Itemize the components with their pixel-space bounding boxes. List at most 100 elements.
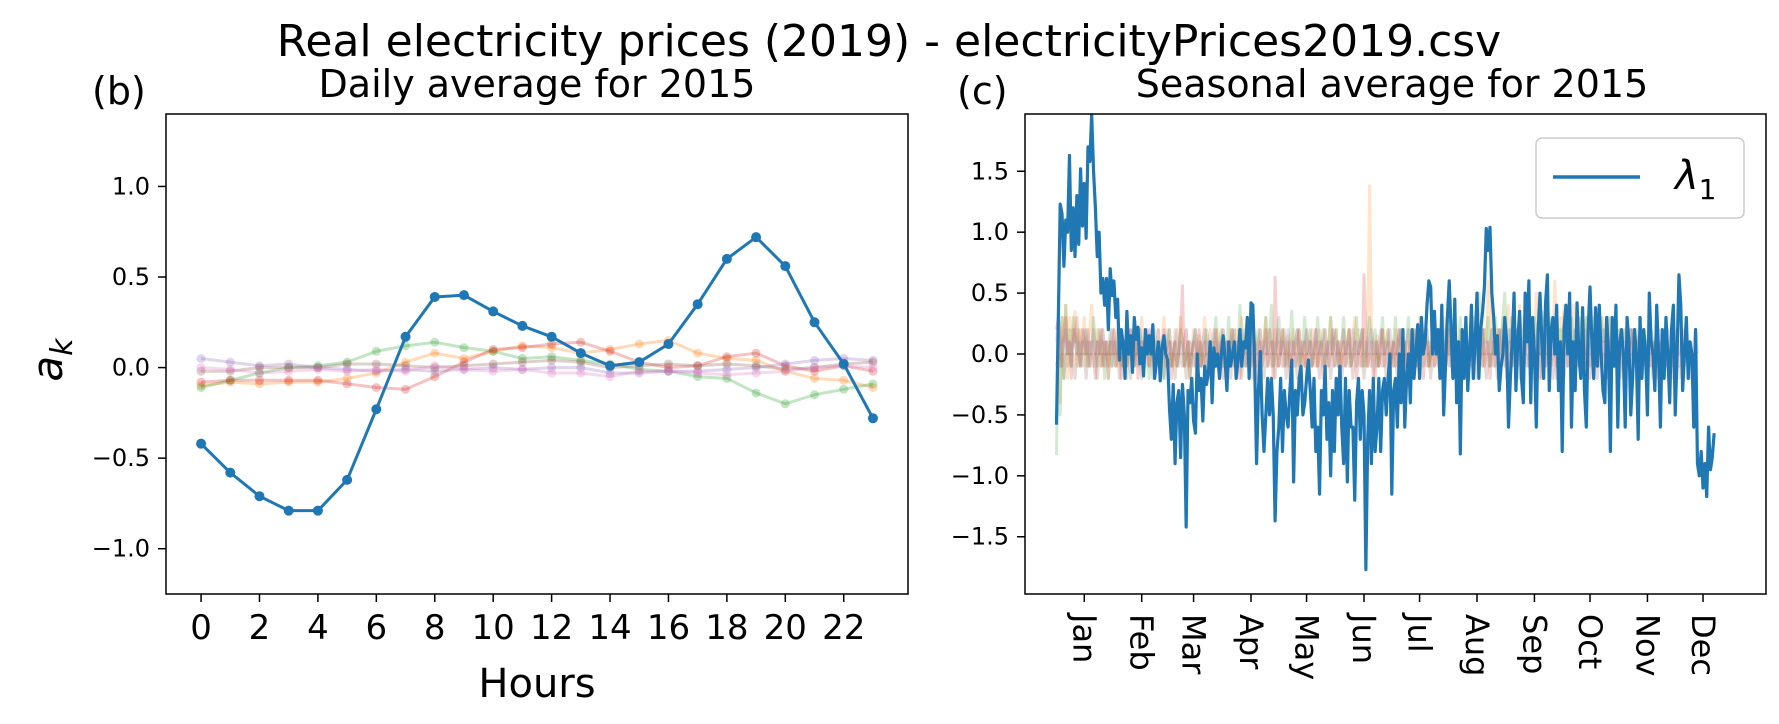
panel-c-title: Seasonal average for 2015	[1136, 62, 1649, 106]
panel-b-xtick-label: 4	[307, 608, 329, 648]
panel-b-main-point	[342, 474, 353, 485]
panel-b-main-point	[517, 320, 528, 331]
panel-b-main-point	[663, 339, 674, 350]
panel-b-main-point	[400, 331, 411, 342]
figure-suptitle: Real electricity prices (2019) - electri…	[277, 16, 1501, 67]
panel-b-ticks: 0 2 4 6 8 10 12 14 16 18 20 22 −1.0 −0.5 0.0 0.5 1.0	[92, 172, 866, 648]
panel-b-main-point	[371, 404, 382, 415]
panel-b-faint-point	[605, 372, 615, 382]
panel-b-faint-point	[517, 354, 527, 364]
panel-b-faint-point	[547, 352, 557, 362]
panel-c-series-main-line	[1054, 114, 1716, 572]
panel-b-faint-point	[459, 357, 469, 367]
panel-b-faint-point	[225, 357, 235, 367]
panel-b-faint-point	[634, 364, 644, 374]
panel-b-faint-point	[634, 339, 644, 349]
panel-b-main-point	[254, 491, 265, 502]
panel-b-faint-point	[284, 363, 294, 373]
panel-b-faint-point	[488, 366, 498, 376]
panel-c-series	[1054, 114, 1716, 572]
panel-b-faint-point	[196, 377, 206, 387]
panel-b-faint-point	[517, 364, 527, 374]
legend-label: λ1	[1673, 153, 1717, 206]
panel-c-frame	[1024, 113, 1767, 595]
panel-b-main-point	[283, 505, 294, 516]
panel-c-ticks: Jan Feb Mar Apr May Jun Jul Aug Sep Oct Nov Dec −1.5…	[951, 157, 1722, 680]
panel-b-faint-point	[693, 348, 703, 358]
panel-b-faint-point	[488, 359, 498, 369]
panel-b-faint-point	[254, 379, 264, 389]
panel-b-faint-point	[693, 366, 703, 376]
panel-c-xtick-label: Mar	[1175, 614, 1213, 675]
panel-b-ylabel: ak	[23, 337, 80, 382]
panel-b-faint-point	[751, 388, 761, 398]
panel-b-faint-point	[254, 363, 264, 373]
panel-b-faint-point	[401, 384, 411, 394]
panel-b-faint-point	[313, 363, 323, 373]
panel-b-faint-point	[547, 368, 557, 378]
panel-c-ytick-label: 1.5	[971, 157, 1009, 185]
panel-b-faint-point	[488, 346, 498, 356]
panel-b-faint-point	[780, 399, 790, 409]
panel-b-faint-point	[810, 366, 820, 376]
panel-b-faint-point	[225, 377, 235, 387]
panel-b-faint-point	[254, 361, 264, 371]
panel-b-faint-point	[868, 366, 878, 376]
panel-b-main-point	[751, 232, 762, 243]
panel-b-xlabel: Hours	[478, 661, 595, 707]
panel-b-xtick-label: 20	[764, 608, 807, 648]
panel-c-ytick-label: 0.5	[971, 279, 1009, 307]
panel-c-xtick-label: Sep	[1515, 614, 1553, 674]
panel-c-plot-area	[1054, 114, 1716, 572]
panel-b-faint-point	[196, 363, 206, 373]
panel-b-faint-point	[547, 355, 557, 365]
panel-b-xtick-label: 8	[424, 608, 446, 648]
panel-b-faint-point	[254, 375, 264, 385]
panel-b-main-point	[838, 358, 849, 369]
panel-b-faint-point	[517, 364, 527, 374]
panel-b-faint-point	[547, 363, 557, 373]
panel-b-faint-point	[868, 363, 878, 373]
panel-b-main-point	[575, 348, 586, 359]
panel-b-ytick-label: −1.0	[92, 535, 150, 563]
panel-b-faint-point	[225, 364, 235, 374]
panel-b-faint-point	[371, 383, 381, 393]
panel-b-faint-point	[313, 375, 323, 385]
panel-b-faint-point	[810, 355, 820, 365]
panel-c-legend: λ1	[1535, 137, 1745, 219]
panel-b-faint-point	[225, 375, 235, 385]
panel-b-faint-point	[722, 364, 732, 374]
panel-b-xtick-label: 14	[588, 608, 631, 648]
panel-b-main-point	[721, 253, 732, 264]
panel-b-faint-point	[488, 346, 498, 356]
panel-b-faint-point	[751, 355, 761, 365]
panel-b-faint-point	[663, 366, 673, 376]
panel-b-faint-point	[663, 363, 673, 373]
panel-b-faint-point	[488, 344, 498, 354]
panel-b-faint-point	[284, 363, 294, 373]
panel-b-main-point	[692, 299, 703, 310]
panel-c-ytick-label: −1.0	[951, 462, 1009, 490]
panel-b-faint-point	[576, 357, 586, 367]
panel-b-faint-point	[342, 373, 352, 383]
panel-b-faint-point	[810, 390, 820, 400]
legend-label-main: λ	[1673, 153, 1699, 199]
panel-b-faint-point	[371, 364, 381, 374]
panel-c-ytick-label: −0.5	[951, 401, 1009, 429]
panel-b-faint-point	[313, 364, 323, 374]
panel-b-faint-point	[225, 375, 235, 385]
panel-b-faint-point	[371, 368, 381, 378]
panel-b-faint-point	[868, 357, 878, 367]
svg-text:ak: ak	[23, 337, 80, 382]
panel-b-faint-point	[839, 384, 849, 394]
panel-b-faint-point	[663, 366, 673, 376]
panel-b-faint-point	[605, 346, 615, 356]
panel-b-faint-point	[342, 359, 352, 369]
panel-b-faint-point	[196, 381, 206, 391]
panel-b-faint-point	[780, 366, 790, 376]
panel-b-faint-point	[196, 354, 206, 364]
panel-b-title: Daily average for 2015	[319, 62, 756, 106]
panel-b-faint-point	[634, 366, 644, 376]
panel-b-xtick-label: 18	[705, 608, 748, 648]
panel-b-main-point	[225, 467, 236, 478]
